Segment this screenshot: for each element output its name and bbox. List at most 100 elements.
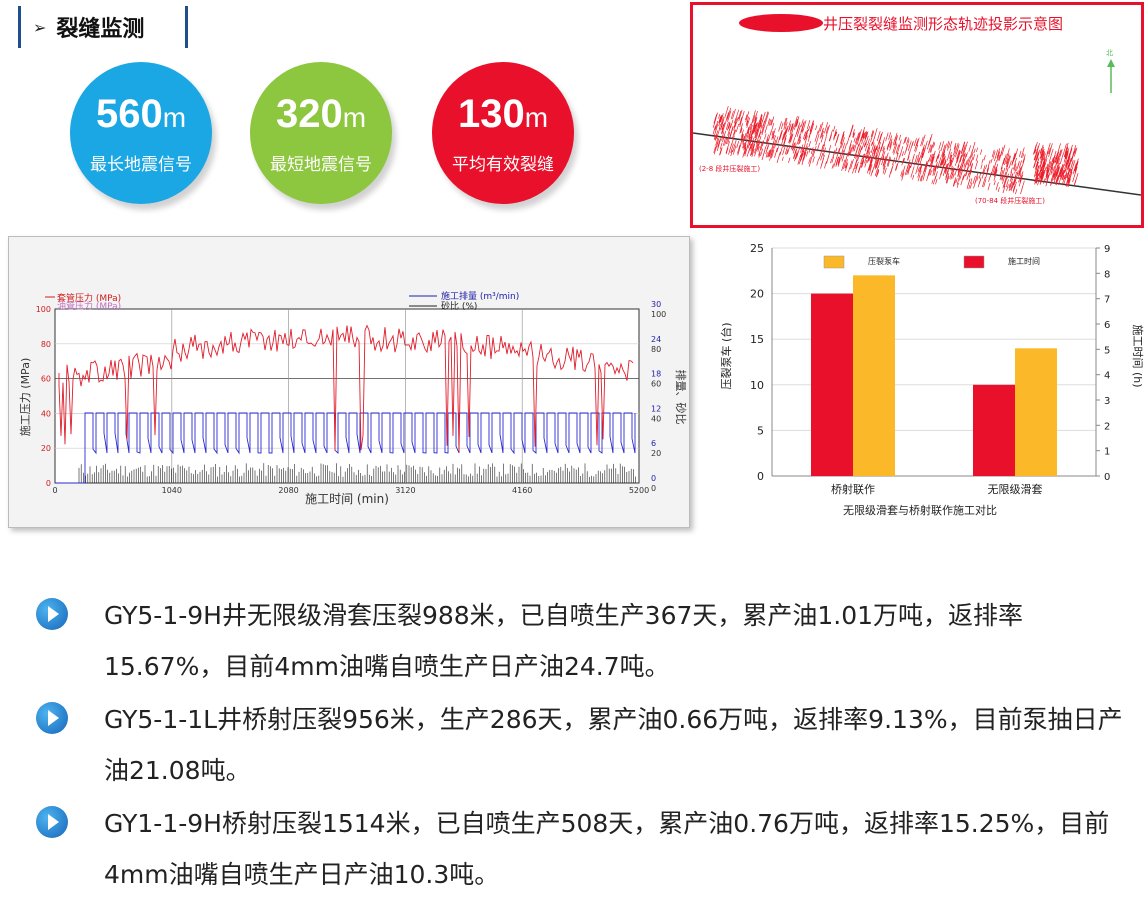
stat-value: 320 bbox=[275, 92, 343, 136]
pressure-curve bbox=[58, 324, 634, 453]
bar-y-right-tick: 6 bbox=[1104, 320, 1110, 331]
stat-circle-average: 130m 平均有效裂缝 bbox=[432, 62, 574, 204]
bar-y-right-tick: 5 bbox=[1104, 345, 1110, 356]
list-item: GY5-1-1L井桥射压裂956米，生产286天，累产油0.66万吨，返排率9.… bbox=[30, 694, 1130, 796]
bar-legend-swatch bbox=[823, 255, 845, 269]
bar-time bbox=[811, 293, 853, 476]
north-label: 北 bbox=[1106, 49, 1113, 57]
bar-y-right-tick: 8 bbox=[1104, 269, 1110, 280]
y-right-tick-label: 18 bbox=[651, 370, 661, 379]
plot-curves bbox=[55, 324, 636, 484]
bar-y-left-tick: 25 bbox=[750, 242, 764, 255]
bar-y-right-tick: 0 bbox=[1104, 472, 1110, 483]
y-right-tick-label: 0 bbox=[651, 474, 656, 483]
pressure-y-label: 施工压力 (MPa) bbox=[19, 358, 32, 436]
y-right-tick-label: 30 bbox=[651, 300, 661, 309]
y-left-tick-label: 20 bbox=[41, 444, 51, 453]
section-title: 裂缝监测 bbox=[56, 17, 145, 42]
y-right-tick-label: 24 bbox=[651, 335, 661, 344]
y-right2-tick-label: 100 bbox=[651, 310, 666, 319]
stat-label: 最短地震信号 bbox=[270, 155, 372, 175]
bar-y-left-tick: 10 bbox=[750, 379, 764, 392]
crack-map-title: 井压裂裂缝监测形态轨迹投影示意图 bbox=[823, 15, 1063, 33]
y-left-tick-label: 100 bbox=[36, 305, 51, 314]
sand-ratio-curve bbox=[78, 463, 636, 483]
construction-curve-chart: 套管压力 (MPa) 油管压力 (MPa) 施工排量 (m³/min) 砂比 (… bbox=[8, 236, 690, 528]
y-left-tick-label: 60 bbox=[41, 375, 51, 384]
summary-list: GY5-1-9H井无限级滑套压裂988米，已自喷生产367天，累产油1.01万吨… bbox=[30, 590, 1130, 902]
section-header: ➢ 裂缝监测 bbox=[18, 6, 188, 48]
x-tick-label: 3120 bbox=[395, 486, 415, 495]
plot-area bbox=[54, 308, 640, 484]
crack-projection-svg: 井压裂裂缝监测形态轨迹投影示意图 (2-8 段井压裂施工) (70-84 段井压… bbox=[692, 14, 1142, 205]
stat-circle-shortest: 320m 最短地震信号 bbox=[250, 62, 392, 204]
stat-circle-longest: 560m 最长地震信号 bbox=[70, 62, 212, 204]
bar-pump-trucks bbox=[853, 275, 895, 476]
bar-y-right-tick: 4 bbox=[1104, 371, 1110, 382]
play-bullet-icon bbox=[36, 806, 68, 838]
stat-value: 560 bbox=[95, 92, 163, 136]
bar-y-right-tick: 1 bbox=[1104, 447, 1110, 458]
x-tick-label: 2080 bbox=[278, 486, 298, 495]
crack-label-left: (2-8 段井压裂施工) bbox=[699, 164, 760, 173]
stat-unit: m bbox=[524, 102, 549, 133]
stat-unit: m bbox=[342, 102, 367, 133]
y-left-tick-label: 80 bbox=[41, 340, 51, 349]
x-tick-label: 1040 bbox=[162, 486, 182, 495]
bar-y-right-tick: 7 bbox=[1104, 295, 1110, 306]
bar-y-right-label: 施工时间 (h) bbox=[1131, 324, 1144, 387]
bar-legend-swatch bbox=[963, 255, 985, 269]
list-item-text: GY5-1-1L井桥射压裂956米，生产286天，累产油0.66万吨，返排率9.… bbox=[104, 705, 1123, 785]
list-item-text: GY5-1-9H井无限级滑套压裂988米，已自喷生产367天，累产油1.01万吨… bbox=[104, 601, 1024, 681]
bar-y-right-tick: 2 bbox=[1104, 421, 1110, 432]
list-item-text: GY1-1-9H桥射压裂1514米，已自喷生产508天，累产油0.76万吨，返排… bbox=[104, 809, 1110, 889]
y-right2-tick-label: 20 bbox=[651, 449, 661, 458]
bar-category-label: 桥射联作 bbox=[831, 482, 875, 496]
play-bullet-icon bbox=[36, 598, 68, 630]
bar-y-left-tick: 5 bbox=[757, 424, 764, 437]
legend-casing: 套管压力 (MPa) bbox=[57, 292, 121, 304]
stat-unit: m bbox=[162, 102, 187, 133]
north-arrow-head-icon bbox=[1107, 59, 1115, 67]
bar-y-left-tick: 20 bbox=[750, 288, 764, 301]
pressure-x-label: 施工时间 (min) bbox=[305, 492, 389, 506]
bar-y-left-label: 压裂泵车 (台) bbox=[719, 322, 733, 389]
comparison-bar-svg: 压裂泵车 (台) 施工时间 (h) 无限级滑套与桥射联作施工对比 0510152… bbox=[719, 242, 1144, 517]
redacted-well-name bbox=[739, 14, 823, 32]
stat-value: 130 bbox=[457, 92, 525, 136]
y-right-tick-label: 6 bbox=[651, 439, 656, 448]
fracture-point-cloud bbox=[712, 106, 1079, 195]
bar-legend-label: 压裂泵车 bbox=[868, 256, 900, 266]
pressure-y2-label: 排量、砂比 bbox=[674, 370, 688, 425]
plot-ticks: 0 1040 2080 3120 4160 52000204060801000612182… bbox=[36, 300, 667, 495]
rate-curve bbox=[55, 412, 636, 484]
x-tick-label: 0 bbox=[52, 486, 57, 495]
stat-label: 平均有效裂缝 bbox=[452, 155, 554, 175]
bar-y-right-tick: 9 bbox=[1104, 244, 1110, 255]
stat-label: 最长地震信号 bbox=[90, 155, 192, 175]
legend-rate: 施工排量 (m³/min) bbox=[441, 290, 519, 302]
bar-chart-title: 无限级滑套与桥射联作施工对比 bbox=[843, 503, 997, 517]
y-left-tick-label: 40 bbox=[41, 409, 51, 418]
construction-curve-svg: 套管压力 (MPa) 油管压力 (MPa) 施工排量 (m³/min) 砂比 (… bbox=[19, 290, 688, 506]
y-left-tick-label: 0 bbox=[46, 479, 51, 488]
y-right2-tick-label: 0 bbox=[651, 484, 656, 493]
bar-y-left-tick: 0 bbox=[757, 470, 764, 483]
play-bullet-icon bbox=[36, 702, 68, 734]
bar-pump-trucks bbox=[1015, 348, 1057, 476]
x-tick-label: 5200 bbox=[629, 486, 649, 495]
bar-time bbox=[973, 384, 1015, 476]
legend-sand: 砂比 (%) bbox=[441, 300, 477, 312]
bar-category-label: 无限级滑套 bbox=[988, 483, 1043, 496]
y-right2-tick-label: 40 bbox=[651, 414, 661, 423]
comparison-bar-chart: 压裂泵车 (台) 施工时间 (h) 无限级滑套与桥射联作施工对比 0 5 10 15 2… bbox=[708, 238, 1148, 524]
bar-legend-label: 施工时间 bbox=[1008, 256, 1040, 266]
list-item: GY1-1-9H桥射压裂1514米，已自喷生产508天，累产油0.76万吨，返排… bbox=[30, 798, 1130, 900]
bar-y-right-tick: 3 bbox=[1104, 396, 1110, 407]
legend-tubing: 油管压力 (MPa) bbox=[57, 300, 121, 312]
arrow-icon: ➢ bbox=[33, 17, 47, 37]
fracture-points bbox=[712, 106, 1079, 195]
x-tick-label: 4160 bbox=[512, 486, 532, 495]
y-right2-tick-label: 80 bbox=[651, 345, 661, 354]
y-right2-tick-label: 60 bbox=[651, 380, 661, 389]
